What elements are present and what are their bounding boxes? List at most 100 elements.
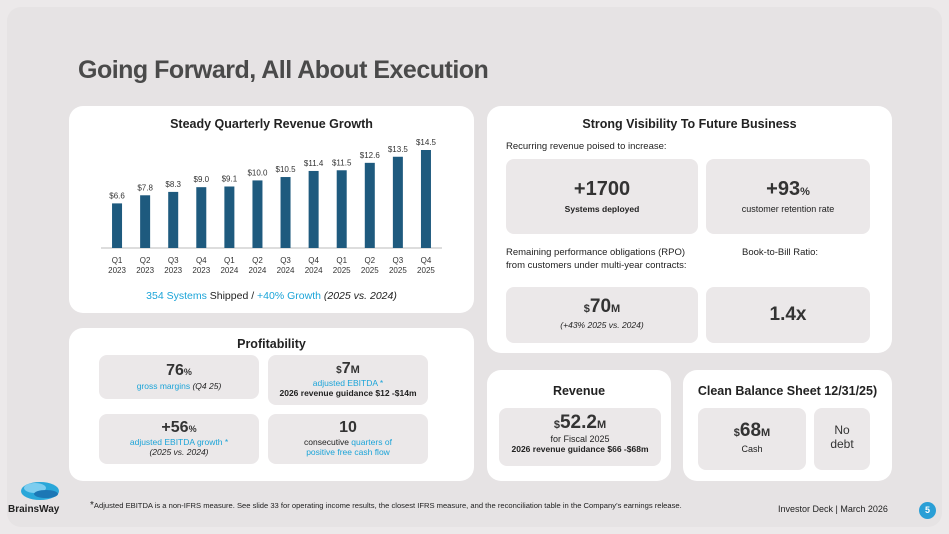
retention-tile: +93% customer retention rate bbox=[706, 159, 870, 234]
caption-systems: 354 Systems bbox=[146, 290, 207, 302]
revenue-title: Revenue bbox=[552, 384, 606, 398]
revenue-bar bbox=[224, 186, 235, 248]
ebitda-value: 7 bbox=[341, 360, 351, 377]
gross-margin-unit: % bbox=[183, 367, 192, 377]
book-to-bill-value: 1.4x bbox=[769, 304, 807, 325]
x-tick-year: 2025 bbox=[389, 266, 407, 275]
x-tick-quarter: Q2 bbox=[364, 256, 375, 265]
page-title: Going Forward, All About Execution bbox=[78, 56, 489, 84]
bar-value-label: $8.3 bbox=[165, 180, 181, 189]
x-tick-quarter: Q3 bbox=[280, 256, 291, 265]
rpo-prefix: $ bbox=[583, 303, 590, 315]
caption-growth: +40% Growth bbox=[257, 290, 321, 302]
visibility-card: Strong Visibility To Future Business Rec… bbox=[487, 106, 892, 353]
x-tick-year: 2024 bbox=[249, 266, 267, 275]
free-cash-flow-tile: 10 consecutive quarters of positive free… bbox=[268, 414, 428, 464]
gross-margin-note: (Q4 25) bbox=[190, 381, 222, 391]
x-tick-quarter: Q1 bbox=[336, 256, 347, 265]
x-tick-quarter: Q1 bbox=[112, 256, 123, 265]
revenue-bar bbox=[280, 177, 291, 248]
brainsway-logo: BrainsWay bbox=[8, 478, 70, 522]
logo-text: BrainsWay bbox=[8, 504, 60, 515]
revenue-growth-card: Steady Quarterly Revenue Growth $6.6 Q1 20… bbox=[69, 106, 474, 313]
ebitda-growth-tile: +56% adjusted EBITDA growth * (2025 vs. … bbox=[99, 414, 259, 464]
gross-margin-value: 76 bbox=[166, 362, 184, 379]
book-to-bill-tile: 1.4x bbox=[706, 287, 870, 343]
bar-value-label: $12.6 bbox=[360, 151, 381, 160]
revenue-bar bbox=[336, 170, 347, 248]
x-tick-year: 2025 bbox=[333, 266, 351, 275]
retention-value: +93 bbox=[766, 178, 801, 200]
rpo-note: (+43% 2025 vs. 2024) bbox=[560, 320, 644, 330]
bar-value-label: $9.1 bbox=[222, 174, 238, 183]
cash-value: 68 bbox=[739, 420, 762, 441]
ebitda-growth-unit: % bbox=[188, 424, 197, 434]
bar-value-label: $14.5 bbox=[416, 138, 437, 147]
x-tick-quarter: Q4 bbox=[308, 256, 319, 265]
recurring-label: Recurring revenue poised to increase: bbox=[506, 141, 667, 152]
balance-sheet-card: Clean Balance Sheet 12/31/25) $68M Cash … bbox=[683, 370, 892, 481]
page-number: 5 bbox=[919, 502, 936, 519]
fcf-label-blue2: positive free cash flow bbox=[306, 447, 390, 457]
ebitda-growth-note: (2025 vs. 2024) bbox=[149, 447, 209, 457]
revenue-growth-title: Steady Quarterly Revenue Growth bbox=[170, 117, 373, 131]
revenue-bar bbox=[140, 195, 151, 248]
bar-value-label: $10.0 bbox=[247, 168, 268, 177]
footnote-star: * bbox=[90, 500, 94, 511]
bar-value-label: $9.0 bbox=[194, 175, 210, 184]
x-tick-quarter: Q2 bbox=[252, 256, 263, 265]
x-tick-quarter: Q3 bbox=[393, 256, 404, 265]
revenue-bar bbox=[168, 191, 179, 248]
revenue-bar bbox=[252, 180, 263, 248]
x-tick-quarter: Q3 bbox=[168, 256, 179, 265]
footer-label: Investor Deck | March 2026 bbox=[778, 504, 888, 514]
revenue-guidance: 2026 revenue guidance $66 -$68m bbox=[511, 444, 649, 454]
systems-deployed-tile: +1700 Systems deployed bbox=[506, 159, 698, 234]
cash-unit: M bbox=[761, 427, 771, 439]
caption-shipped: Shipped / bbox=[206, 290, 258, 302]
revenue-bar bbox=[392, 156, 403, 248]
footnote-text: Adjusted EBITDA is a non-IFRS measure. S… bbox=[93, 501, 682, 510]
revenue-bar bbox=[420, 150, 431, 248]
cash-prefix: $ bbox=[733, 427, 740, 439]
rpo-value: 70 bbox=[589, 296, 612, 317]
profitability-title: Profitability bbox=[237, 337, 306, 351]
revenue-bar bbox=[112, 203, 123, 248]
revenue-growth-caption: 354 Systems Shipped / +40% Growth (2025 … bbox=[69, 290, 474, 302]
x-tick-year: 2023 bbox=[164, 266, 182, 275]
retention-unit: % bbox=[800, 186, 810, 198]
caption-period: (2025 vs. 2024) bbox=[320, 290, 397, 302]
cash-tile: $68M Cash bbox=[698, 408, 806, 470]
balance-sheet-title: Clean Balance Sheet 12/31/25) bbox=[697, 384, 878, 398]
revenue-bar-chart: $6.6Q12023$7.8Q22023$8.3Q32023$9.0Q42023… bbox=[101, 138, 442, 275]
x-tick-quarter: Q1 bbox=[224, 256, 235, 265]
revenue-bar bbox=[196, 187, 207, 248]
revenue-card: Revenue $52.2M for Fiscal 2025 2026 reve… bbox=[487, 370, 671, 481]
x-tick-quarter: Q4 bbox=[421, 256, 432, 265]
ebitda-unit: M bbox=[350, 364, 360, 376]
gross-margin-tile: 76% gross margins (Q4 25) bbox=[99, 355, 259, 399]
ebitda-growth-value: +56 bbox=[161, 419, 189, 436]
x-tick-year: 2024 bbox=[305, 266, 323, 275]
revenue-label: for Fiscal 2025 bbox=[550, 434, 610, 444]
systems-value: +1700 bbox=[573, 178, 631, 200]
bar-value-label: $13.5 bbox=[388, 145, 409, 154]
debt-line1: No bbox=[834, 423, 850, 437]
footnote: *Adjusted EBITDA is a non-IFRS measure. … bbox=[90, 500, 682, 511]
ebitda-growth-label: adjusted EBITDA growth * bbox=[129, 437, 229, 447]
ebitda-guidance: 2026 revenue guidance $12 -$14m bbox=[279, 388, 417, 398]
rpo-label-line2: from customers under multi-year contract… bbox=[506, 260, 687, 271]
ebitda-prefix: $ bbox=[336, 365, 342, 376]
x-tick-quarter: Q4 bbox=[196, 256, 207, 265]
rpo-tile: $70M (+43% 2025 vs. 2024) bbox=[506, 287, 698, 343]
x-tick-year: 2025 bbox=[361, 266, 379, 275]
revenue-prefix: $ bbox=[553, 419, 560, 431]
adjusted-ebitda-tile: $7M adjusted EBITDA * 2026 revenue guida… bbox=[268, 355, 428, 405]
gross-margin-label: gross margins bbox=[136, 381, 191, 391]
brain-icon bbox=[21, 482, 59, 500]
revenue-unit: M bbox=[596, 419, 607, 431]
cash-label: Cash bbox=[741, 444, 763, 454]
x-tick-year: 2024 bbox=[220, 266, 238, 275]
profitability-card: Profitability 76% gross margins (Q4 25) … bbox=[69, 328, 474, 481]
book-to-bill-label: Book-to-Bill Ratio: bbox=[742, 247, 819, 258]
